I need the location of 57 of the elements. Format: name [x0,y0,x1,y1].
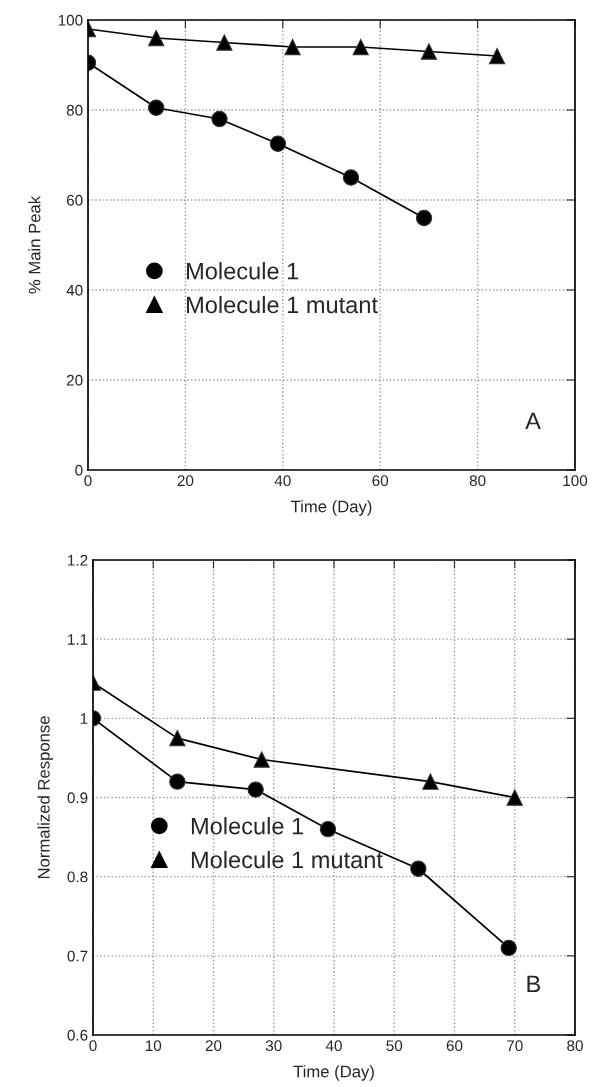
point [169,729,186,747]
x-tick-label: 10 [145,1040,162,1052]
point [284,38,301,56]
point [148,99,165,116]
legend-label: Molecule 1 [191,817,304,835]
y-tick-label: 1 [80,713,88,724]
legend-label: Molecule 1 mutant [191,850,383,869]
point [211,110,228,128]
point [169,773,186,790]
x-axis-title: Time (Day) [290,500,372,516]
x-tick-label: 80 [567,1040,583,1052]
y-tick-label: 0.8 [67,871,88,883]
x-axis-title: Time (Day) [293,1065,374,1081]
y-tick-label: 60 [66,194,83,206]
y-tick-label: 20 [66,374,83,386]
y-tick-label: 0.6 [67,1029,88,1041]
point [247,781,264,798]
x-tick-label: 0 [89,1040,97,1052]
y-tick-label: 100 [58,14,83,26]
x-tick-label: 80 [469,475,486,487]
point [253,751,270,768]
x-tick-label: 20 [205,1040,222,1052]
y-tick-label: 40 [66,284,83,296]
x-tick-label: 60 [372,475,389,487]
x-tick-label: 60 [446,1040,463,1052]
point [420,43,438,60]
point [269,135,287,152]
legend-label: Molecule 1 mutant [187,295,378,314]
point [506,789,523,806]
point [410,860,427,877]
y-tick-label: 80 [66,104,83,116]
y-tick-label: 0.7 [67,950,88,962]
point [352,38,369,56]
point [422,773,439,790]
x-tick-label: 20 [177,475,194,487]
y-tick-label: 1.1 [68,634,88,645]
point [148,29,165,47]
point [342,169,360,186]
x-tick-label: 40 [274,475,291,487]
point [500,939,517,957]
point [415,209,433,227]
x-tick-label: 40 [325,1040,342,1052]
y-tick-label: 0.9 [67,792,88,804]
x-tick-label: 30 [265,1040,282,1052]
legend-label: Molecule 1 [187,262,299,280]
y-tick-label: 1.2 [68,554,88,566]
annotation: B [527,975,541,993]
point [488,47,506,65]
annotation: A [525,412,541,430]
point [319,821,337,838]
y-axis-title: Normalized Response [37,716,54,879]
x-tick-label: 70 [507,1040,523,1052]
y-tick-label: 0 [75,464,83,476]
x-tick-label: 100 [563,475,588,487]
point [216,34,233,51]
x-tick-label: 50 [386,1040,403,1052]
y-axis-title: % Main Peak [28,195,41,294]
